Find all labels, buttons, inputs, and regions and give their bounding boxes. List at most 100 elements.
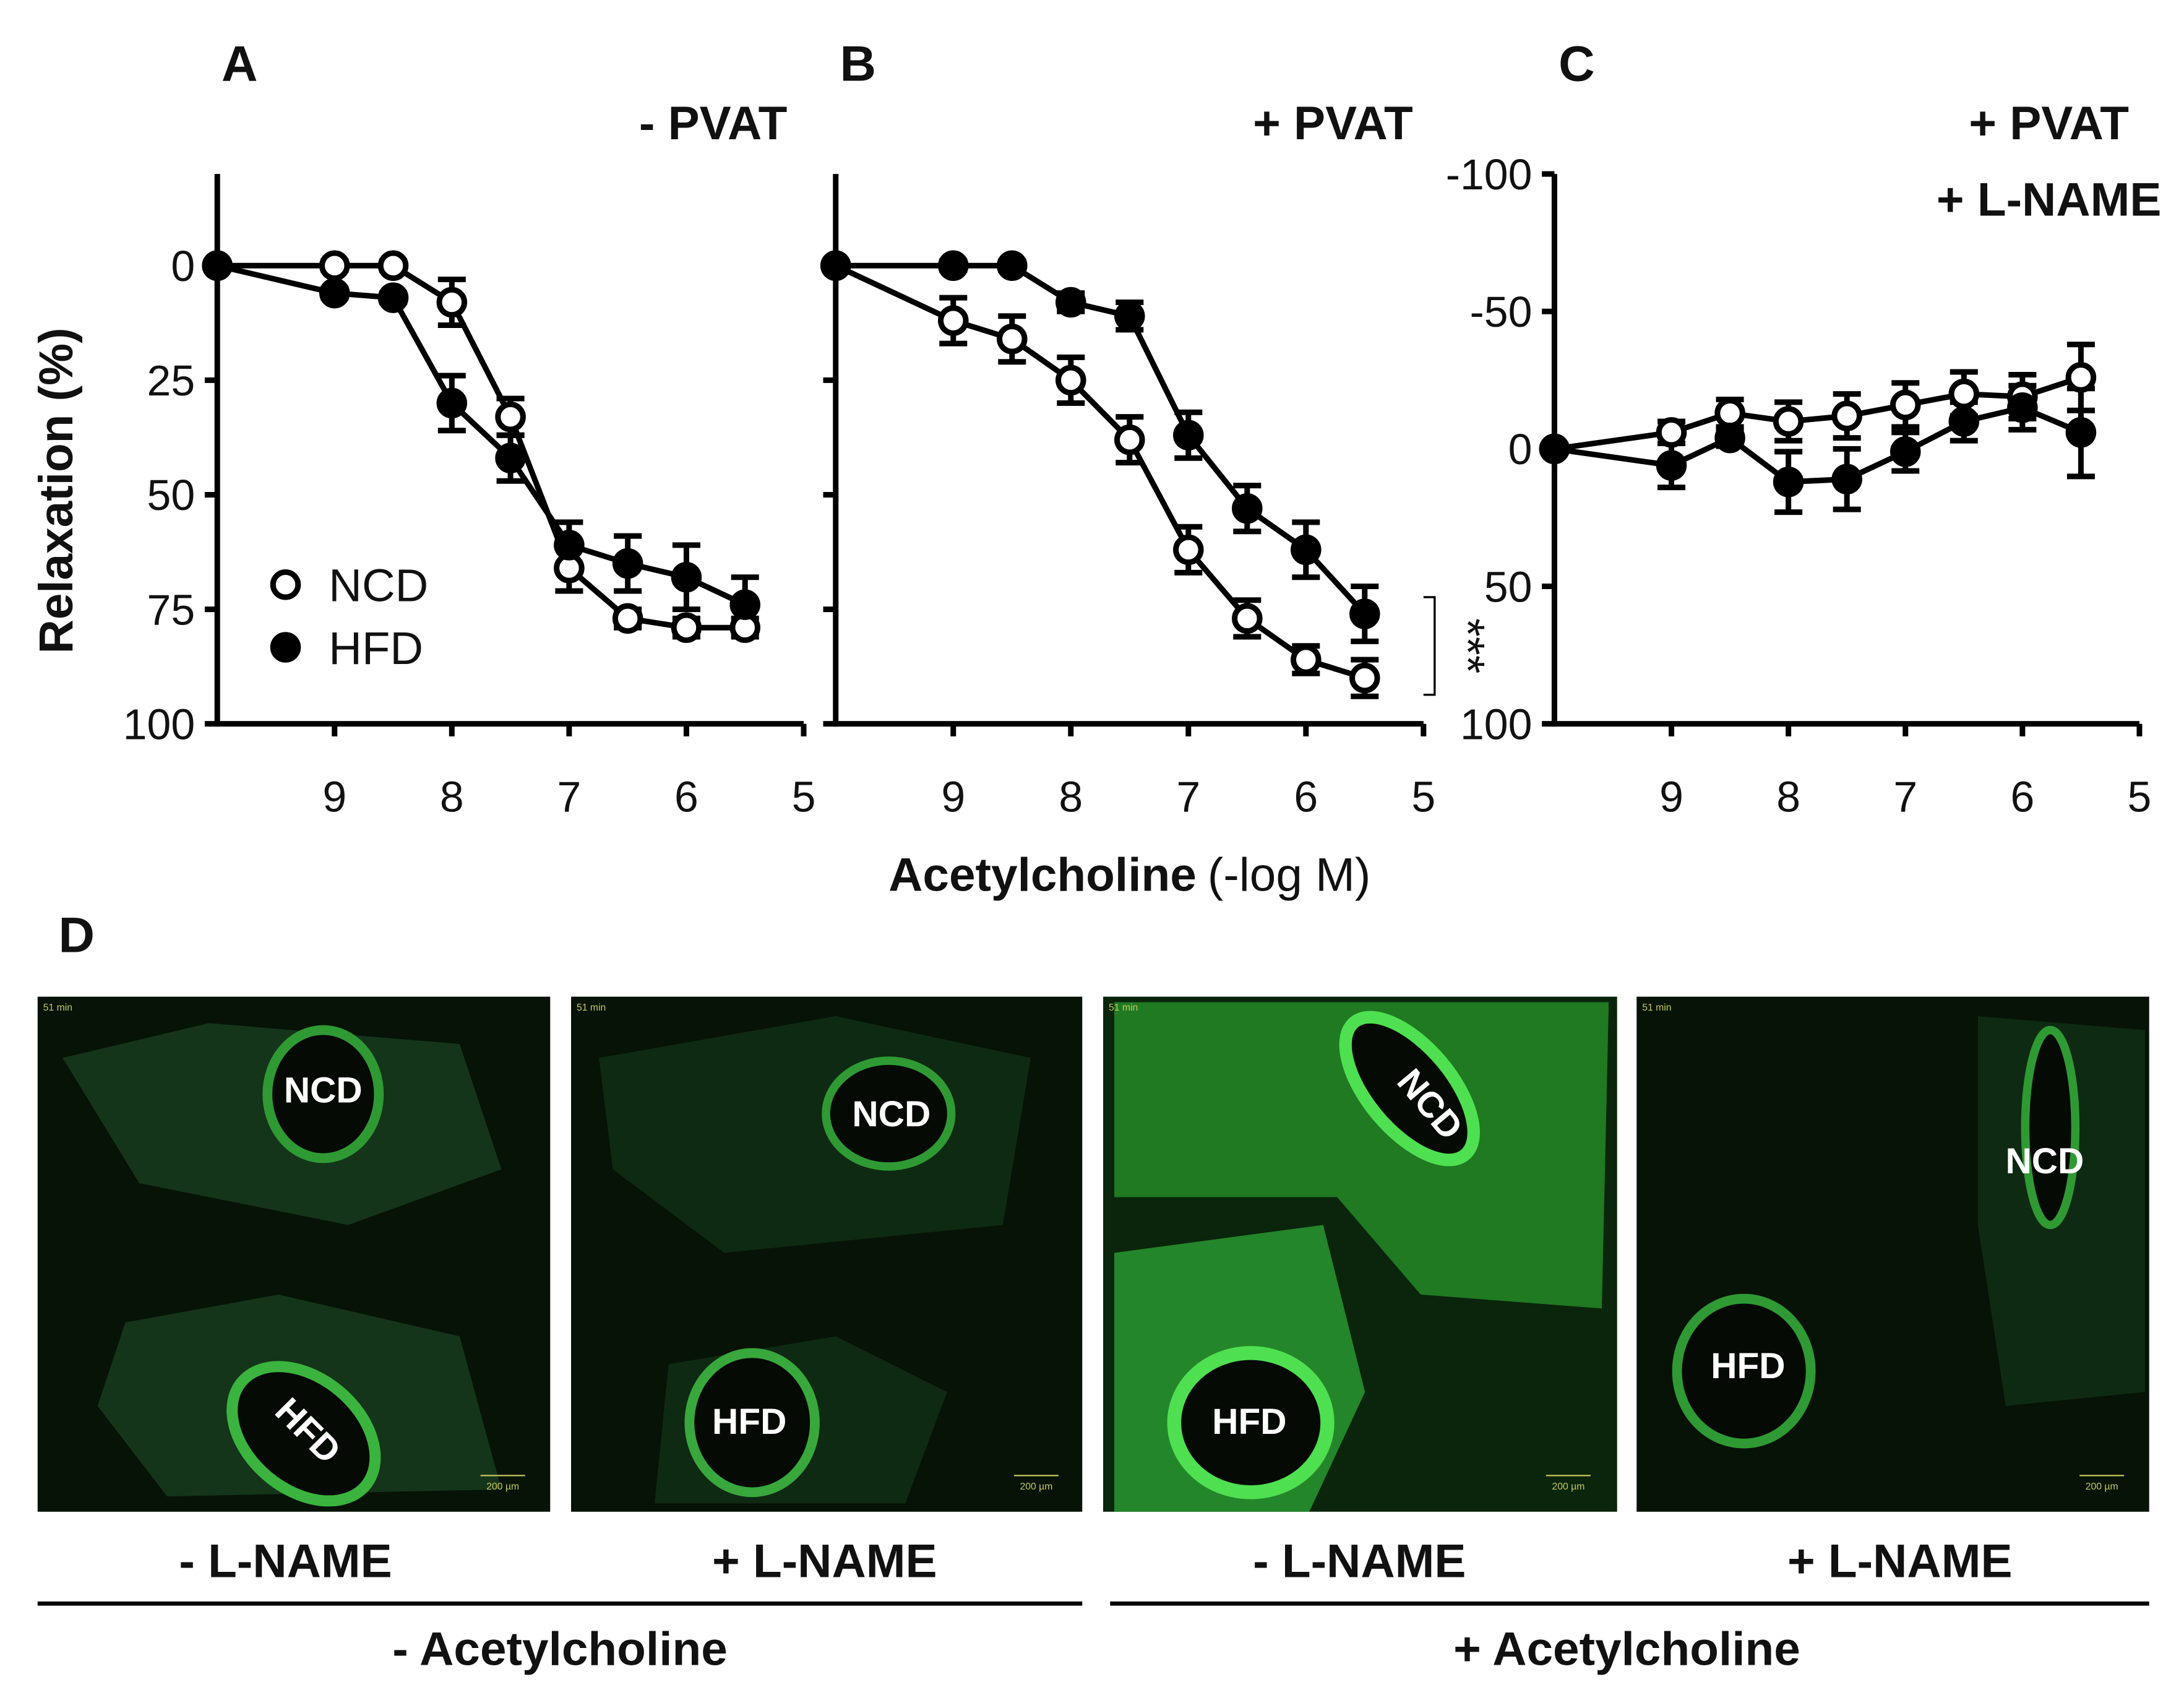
group-label: + Acetylcholine [1453,1623,1800,1675]
marker [377,282,409,313]
x-tick-label: 8 [1776,772,1800,821]
x-tick-label: 6 [2010,772,2034,821]
vessel-label: NCD [284,1071,363,1111]
annotation: *** [1441,618,1494,673]
marker [1173,420,1204,451]
x-tick-label: 5 [1411,772,1435,821]
y-tick-label: 75 [147,585,196,634]
marker [1291,644,1322,675]
x-tick-label: 9 [1659,772,1683,821]
y-tick-label: 50 [147,471,196,519]
chart-title: + PVAT [1969,97,2129,150]
vessel-label: HFD [1711,1346,1785,1386]
micrograph [571,996,1083,1512]
marker [319,277,350,309]
marker [1714,397,1745,429]
marker [997,250,1028,282]
condition-label: - L-NAME [1253,1535,1466,1588]
marker [671,612,702,643]
x-axis-label-part: Acetylcholine [888,849,1197,902]
x-tick-label: 8 [440,772,464,821]
condition-label: - L-NAME [179,1535,392,1588]
x-axis-label: Acetylcholine (-log M) [888,849,1370,902]
micrograph [37,996,551,1512]
group-label: - Acetylcholine [392,1623,728,1675]
marker [1773,466,1804,498]
x-tick-label: 6 [674,772,699,821]
vessel-label: NCD [852,1094,931,1134]
marker [820,250,851,282]
vessel [684,1348,820,1498]
y-tick-label: 100 [1460,700,1532,748]
x-tick-label: 6 [1294,772,1318,821]
x-axis-label-part: (-log M) [1208,849,1371,902]
marker [938,305,969,336]
marker [1656,417,1687,448]
x-tick-label: 7 [1893,772,1917,821]
marker [554,530,585,561]
marker [436,387,468,419]
x-tick-label: 7 [1176,772,1200,821]
micrograph [1103,996,1617,1512]
timestamp: 51 min [1109,1003,1138,1013]
marker [1714,422,1745,454]
marker [612,603,643,634]
chart: C + PVAT + L-NAME -100 -50 0 50 100 9 8 7 6 5 [1446,36,2162,821]
vessel-label: HFD [712,1402,786,1442]
legend-marker [270,569,301,600]
marker [1114,300,1145,332]
marker [495,442,526,473]
series-line [834,263,1366,681]
marker [1055,287,1086,318]
scale-bar-label: 200 µm [1020,1482,1053,1492]
marker [1773,406,1804,437]
marker [2007,392,2038,423]
y-tick-label: 0 [171,242,195,290]
condition-label: + L-NAME [712,1535,937,1588]
marker [495,401,526,433]
marker [1656,450,1687,481]
marker [2065,362,2097,393]
marker [1890,436,1921,467]
marker [2065,417,2097,448]
marker [612,548,643,579]
x-tick-label: 7 [557,772,581,821]
marker [1539,433,1570,465]
chart: A - PVAT 0 25 50 75 100 9 8 7 6 5 Relaxation (%) NCD H… [30,36,815,821]
vessel-label: HFD [1212,1402,1286,1442]
marker [1349,662,1380,694]
series-line [217,262,747,608]
vessel [1672,1293,1816,1449]
marker [1948,406,1980,437]
x-tick-label: 5 [2128,772,2152,821]
bracket [1423,596,1436,696]
legend-marker [270,632,301,663]
marker [1232,493,1263,524]
scale-bar-label: 200 µm [1552,1482,1584,1492]
vessel [1167,1346,1335,1499]
marker [997,323,1028,355]
x-tick-label: 9 [941,772,965,821]
micrograph [1636,996,2149,1512]
chart-title: - PVAT [639,97,788,150]
marker [938,250,969,282]
scale-bar-label: 200 µm [2086,1482,2118,1492]
marker [1890,389,1921,421]
marker [1831,400,1862,431]
timestamp: 51 min [577,1003,606,1013]
vessel [822,1056,956,1171]
chart: B + PVAT 9 8 7 6 5 Acetylcholine (-log M) *** [820,36,1494,902]
y-axis-label: Relaxation (%) [30,327,83,653]
marker [671,562,702,593]
marker [1055,364,1086,396]
legend-label: HFD [329,623,423,674]
marker [1349,598,1380,629]
marker [1291,534,1322,566]
condition-label: + L-NAME [1787,1535,2013,1588]
chart-title: + L-NAME [1937,174,2162,226]
chart-title: + PVAT [1253,97,1413,150]
panel-label: A [221,36,258,92]
x-tick-label: 9 [322,772,346,821]
panel-d: D 51 min 200 µm NCD HFD - L-NAME 51 min 200 µm… [37,908,2149,1675]
